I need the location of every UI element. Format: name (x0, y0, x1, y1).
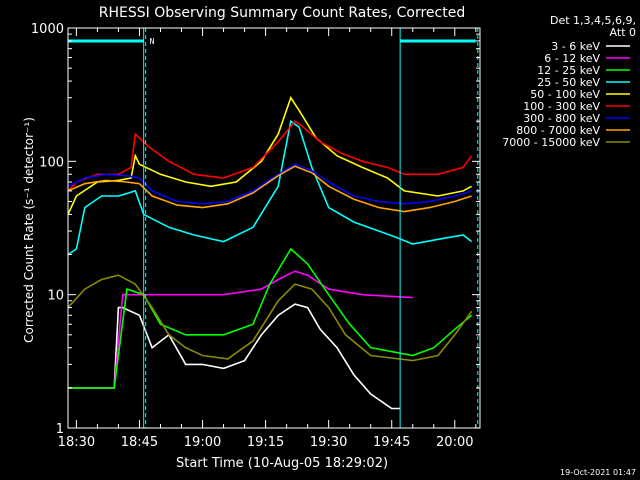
x-tick-label-1: 18:45 (121, 435, 158, 450)
legend-label-2: 12 - 25 keV (537, 64, 600, 77)
plot-frame (67, 27, 481, 429)
x-tick-label-5: 19:45 (373, 435, 410, 450)
x-tick-label-4: 19:30 (310, 435, 347, 450)
y-tick-labels: 1 10 100 1000 (31, 22, 64, 437)
x-tick-label-0: 18:30 (58, 435, 95, 450)
series-line-0 (68, 303, 401, 410)
legend-label-1: 6 - 12 keV (544, 52, 600, 65)
legend-label-6: 300 - 800 keV (523, 112, 600, 125)
x-tick-label-6: 20:00 (436, 435, 473, 450)
legend-label-0: 3 - 6 keV (551, 40, 600, 53)
y-tick-label-0: 1 (56, 422, 64, 437)
legend-label-8: 7000 - 15000 keV (502, 136, 600, 149)
legend-label-5: 100 - 300 keV (523, 100, 600, 113)
y-tick-label-3: 1000 (31, 22, 64, 37)
annotation-overlays: N (68, 28, 479, 428)
render-timestamp: 19-Oct-2021 01:47 (560, 468, 636, 477)
legend-label-4: 50 - 100 keV (530, 88, 600, 101)
x-tick-label-2: 19:00 (184, 435, 221, 450)
attenuator-label: Att 0 (610, 26, 636, 39)
chart-title: RHESSI Observing Summary Count Rates, Co… (99, 5, 465, 21)
y-tick-label-1: 10 (47, 289, 64, 304)
series-line-8 (67, 274, 473, 362)
axes-frame (67, 27, 481, 429)
series-line-3 (67, 119, 473, 256)
x-tick-labels: 18:30 18:45 19:00 19:15 19:30 19:45 20:00 (58, 435, 474, 450)
flag-label: N (150, 37, 155, 46)
legend-label-7: 800 - 7000 keV (516, 124, 600, 137)
x-axis-label: Start Time (10-Aug-05 18:29:02) (176, 456, 388, 471)
series-line-2 (68, 247, 473, 389)
legend-label-3: 25 - 50 keV (537, 76, 600, 89)
x-tick-label-3: 19:15 (247, 435, 284, 450)
series-line-4 (67, 95, 472, 215)
series-line-5 (67, 120, 473, 192)
y-tick-label-2: 100 (39, 155, 64, 170)
y-axis-label: Corrected Count Rate (s⁻¹ detector⁻¹) (22, 117, 36, 343)
detectors-label: Det 1,3,4,5,6,9, (550, 14, 636, 27)
